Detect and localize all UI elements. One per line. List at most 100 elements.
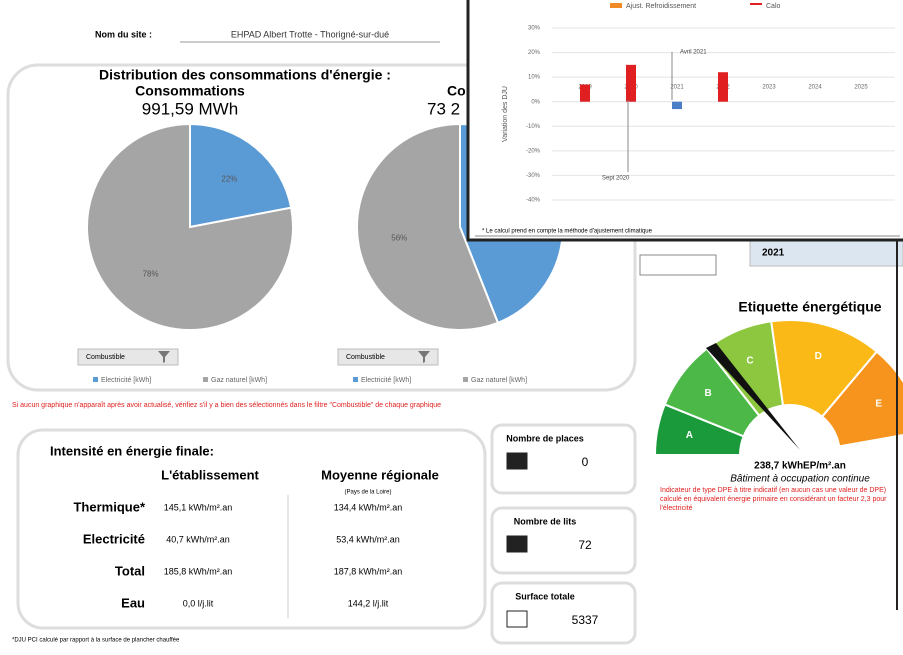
legend-label: Gaz naturel [kWh] — [211, 377, 267, 384]
col2-subheader: (Pays de la Loire) — [344, 490, 391, 496]
filter-label: Combustible — [346, 354, 385, 361]
row-regional: 187,8 kWh/m².an — [334, 566, 403, 576]
legend-label: Calo — [766, 3, 781, 10]
row-regional: 53,4 kWh/m².an — [336, 534, 400, 544]
legend-label: Gaz naturel [kWh] — [471, 377, 527, 384]
year: 2021 — [762, 248, 785, 259]
gauge-segment — [705, 320, 785, 418]
y-tick-label: 30% — [528, 26, 541, 32]
gauge-class: D — [815, 351, 822, 362]
y-tick-label: -10% — [526, 124, 541, 130]
gauge-segment — [663, 347, 761, 438]
row-value: 40,7 kWh/m².an — [166, 534, 230, 544]
pie2-title: Co — [447, 83, 466, 99]
y-tick-label: -40% — [526, 198, 541, 204]
filter-label: Combustible — [86, 354, 125, 361]
intensity-rows: Thermique* 145,1 kWh/m².an 134,4 kWh/m².an… — [73, 499, 402, 610]
pie-slice — [189, 122, 293, 229]
row-value: 0,0 l/j.lit — [183, 598, 214, 608]
card — [490, 506, 637, 575]
card-value: 0 — [582, 455, 589, 469]
gauge-caption: Bâtiment à occupation continue — [730, 474, 870, 485]
site-label: Nom du site : — [95, 29, 152, 39]
pie1-title: Distribution des consommations d'énergie… — [99, 67, 391, 83]
filter-icon — [418, 351, 430, 363]
x-tick-label: 2025 — [854, 84, 868, 90]
gauge-class: A — [686, 430, 693, 441]
y-tick-label: 0% — [531, 99, 540, 105]
overlay-frame — [466, 0, 903, 242]
pie1-subtitle: Consommations — [135, 83, 245, 99]
footnote: *DJU PCI calculé par rapport à la surfac… — [12, 638, 180, 644]
input-box[interactable] — [639, 254, 717, 276]
bar — [672, 101, 682, 110]
legend-swatch — [750, 3, 762, 5]
x-tick-label: 2021 — [670, 84, 684, 90]
gauge-class: E — [875, 398, 882, 409]
card-value: 72 — [578, 538, 592, 552]
intensity-title: Intensité en énergie finale: — [50, 443, 214, 458]
legend-swatch — [463, 377, 468, 382]
card-icon — [506, 535, 528, 553]
legend-label: Electricité [kWh] — [101, 377, 151, 384]
gauge-note-box: Indicateur de type DPE à titre indicatif… — [660, 487, 887, 512]
pie2-total: 73 2 — [427, 99, 460, 118]
row-regional: 144,2 l/j.lit — [348, 598, 389, 608]
slice-label: 56% — [391, 234, 407, 243]
cards: Nombre de places 0 Nombre de lits 72 Surface… — [490, 423, 637, 645]
filter-button[interactable] — [337, 348, 439, 366]
gauge-segment — [820, 350, 903, 448]
slice-label: 22% — [221, 174, 237, 183]
gauge-needle — [706, 343, 800, 450]
row-value: 145,1 kWh/m².an — [164, 502, 233, 512]
card-icon — [506, 610, 528, 628]
y-tick-label: 20% — [528, 50, 541, 56]
gauge-value: 238,7 kWhEP/m².an — [754, 461, 846, 472]
y-axis-label: Variation des DJU — [502, 86, 509, 142]
card — [490, 581, 637, 645]
legend-swatch — [203, 377, 208, 382]
slice-label: 78% — [143, 270, 159, 279]
legend-label: Ajust. Refroidissement — [626, 3, 696, 10]
row-label: Thermique* — [73, 499, 145, 514]
gauge-class: C — [746, 355, 753, 366]
card-label: Nombre de lits — [514, 516, 577, 526]
bar — [718, 72, 728, 102]
legend-swatch — [353, 377, 358, 382]
card-label: Surface totale — [515, 591, 575, 601]
gauge-segment — [770, 319, 879, 419]
legend-swatch — [93, 377, 98, 382]
legend-label: Electricité [kWh] — [361, 377, 411, 384]
y-tick-label: -20% — [526, 148, 541, 154]
col2-header: Moyenne régionale — [321, 467, 439, 482]
bar-chart: Ajust. Refroidissement Calo 30% 20% 10% 0% -10… — [502, 3, 895, 204]
intensity-panel — [16, 428, 487, 630]
row-regional: 134,4 kWh/m².an — [334, 502, 403, 512]
pie-slice — [356, 122, 500, 331]
filter-icon — [158, 351, 170, 363]
card — [490, 423, 637, 495]
row-value: 185,8 kWh/m².an — [164, 566, 233, 576]
pie-slice — [86, 122, 294, 331]
overlay-window: Ajust. Refroidissement Calo 30% 20% 10% 0% -10… — [466, 0, 903, 242]
annotation: Sept 2020 — [602, 176, 630, 182]
pie1-total: 991,59 MWh — [142, 99, 238, 118]
bar — [626, 64, 636, 102]
chart-footnote: * Le calcul prend en compte la méthode d… — [482, 229, 653, 235]
bar — [580, 84, 590, 102]
warning: Si aucun graphique n'apparaît après avoi… — [12, 402, 441, 409]
col1-header: L'établissement — [161, 467, 259, 482]
card-value: 5337 — [572, 613, 599, 627]
row-label: Eau — [121, 595, 145, 610]
site-value: EHPAD Albert Trotte - Thorigné-sur-dué — [231, 29, 389, 39]
filter-button[interactable] — [77, 348, 179, 366]
x-tick-label: 2024 — [808, 84, 822, 90]
gauge-title: Etiquette énergétique — [738, 299, 881, 315]
gauge-note: Indicateur de type DPE à titre indicatif… — [660, 487, 887, 512]
y-tick-label: -30% — [526, 173, 541, 179]
y-tick-label: 10% — [528, 75, 541, 81]
row-label: Total — [115, 563, 145, 578]
legend-swatch — [610, 3, 622, 8]
